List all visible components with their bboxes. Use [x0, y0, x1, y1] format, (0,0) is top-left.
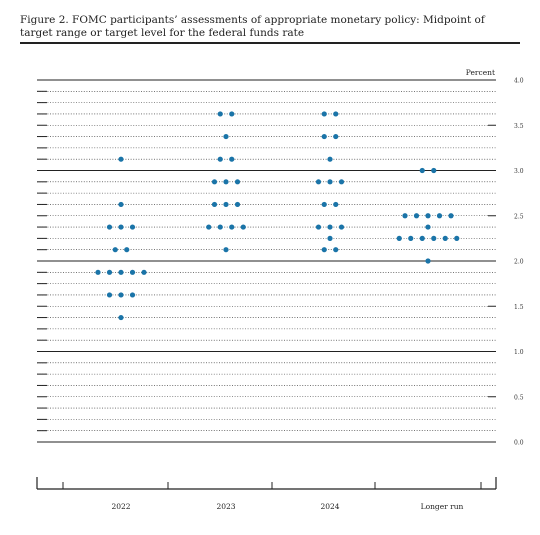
- participant-dot: [333, 201, 339, 208]
- participant-dot: [396, 235, 402, 241]
- participant-dot: [223, 247, 229, 253]
- y-tick-label: 1.0: [514, 349, 524, 356]
- participant-dot: [223, 201, 229, 208]
- participant-dot: [129, 224, 136, 230]
- participant-dot: [118, 201, 124, 208]
- participant-dot: [333, 247, 339, 253]
- participant-dot: [217, 111, 223, 117]
- participant-dot: [95, 269, 101, 275]
- participant-dot: [211, 179, 218, 185]
- participant-dot: [229, 111, 235, 117]
- participant-dot: [338, 179, 345, 185]
- participant-dot: [223, 179, 229, 185]
- participant-dot: [431, 235, 437, 241]
- y-tick-label: 0.0: [514, 440, 524, 447]
- title-rule: [20, 42, 520, 44]
- y-tick-label: 4.0: [514, 78, 524, 85]
- y-tick-label: 2.0: [514, 259, 524, 266]
- participant-dot: [141, 269, 147, 275]
- participant-dot: [408, 235, 414, 241]
- participant-dot: [206, 224, 212, 230]
- participant-dot: [217, 224, 223, 230]
- percent-label: Percent: [466, 68, 495, 77]
- participant-dot: [321, 133, 327, 140]
- participant-dot: [315, 224, 322, 230]
- participant-dot: [315, 179, 322, 185]
- y-tick-labels: 0.0 0.5 1.0 1.5 2.0 2.5 3.0 3.5 4.0: [514, 78, 524, 447]
- participant-dot: [106, 292, 113, 298]
- figure-title: Figure 2. FOMC participants’ assessments…: [20, 14, 485, 39]
- participant-dot: [327, 179, 333, 185]
- participant-dot: [333, 111, 339, 117]
- y-tick-label: 3.5: [514, 123, 524, 130]
- participant-dot: [402, 213, 408, 219]
- participant-dot: [211, 201, 218, 208]
- participant-dot: [425, 224, 431, 230]
- x-category-label: 2024: [320, 502, 339, 511]
- participant-dot: [229, 156, 235, 162]
- participant-dot: [442, 235, 448, 241]
- participant-dot: [431, 167, 437, 174]
- participant-dot: [338, 224, 345, 230]
- participant-dot: [436, 213, 443, 219]
- y-tick-label: 1.5: [514, 304, 524, 311]
- gridlines: [37, 79, 496, 443]
- participant-dot: [234, 179, 241, 185]
- participant-dot: [240, 224, 246, 230]
- participant-dot: [413, 213, 420, 219]
- participant-dot: [448, 213, 454, 219]
- participant-dot: [327, 235, 333, 241]
- participant-dot: [217, 156, 223, 162]
- participant-dot: [425, 258, 431, 264]
- y-tick-label: 2.5: [514, 213, 524, 220]
- participant-dot: [106, 224, 113, 230]
- x-category-label: Longer run: [421, 502, 464, 511]
- participant-dot: [229, 224, 235, 230]
- dots-layer: [95, 111, 460, 321]
- participant-dot: [419, 167, 425, 174]
- participant-dot: [327, 224, 333, 230]
- x-axis: 2022 2023 2024 Longer run: [36, 477, 497, 511]
- x-category-label: 2022: [111, 502, 130, 511]
- participant-dot: [106, 269, 113, 275]
- participant-dot: [234, 201, 241, 208]
- participant-dot: [129, 269, 136, 275]
- participant-dot: [118, 224, 124, 230]
- participant-dot: [118, 292, 124, 298]
- y-tick-label: 3.0: [514, 168, 524, 175]
- participant-dot: [321, 111, 327, 117]
- participant-dot: [223, 133, 229, 140]
- participant-dot: [419, 235, 425, 241]
- participant-dot: [425, 213, 431, 219]
- participant-dot: [112, 247, 118, 253]
- y-tick-label: 0.5: [514, 394, 524, 401]
- participant-dot: [327, 156, 333, 162]
- participant-dot: [118, 156, 124, 162]
- x-category-label: 2023: [216, 502, 235, 511]
- participant-dot: [333, 133, 339, 140]
- participant-dot: [321, 201, 327, 208]
- participant-dot: [129, 292, 136, 298]
- participant-dot: [454, 235, 460, 241]
- participant-dot: [321, 247, 327, 253]
- participant-dot: [118, 269, 124, 275]
- participant-dot: [124, 247, 130, 253]
- participant-dot: [118, 314, 124, 321]
